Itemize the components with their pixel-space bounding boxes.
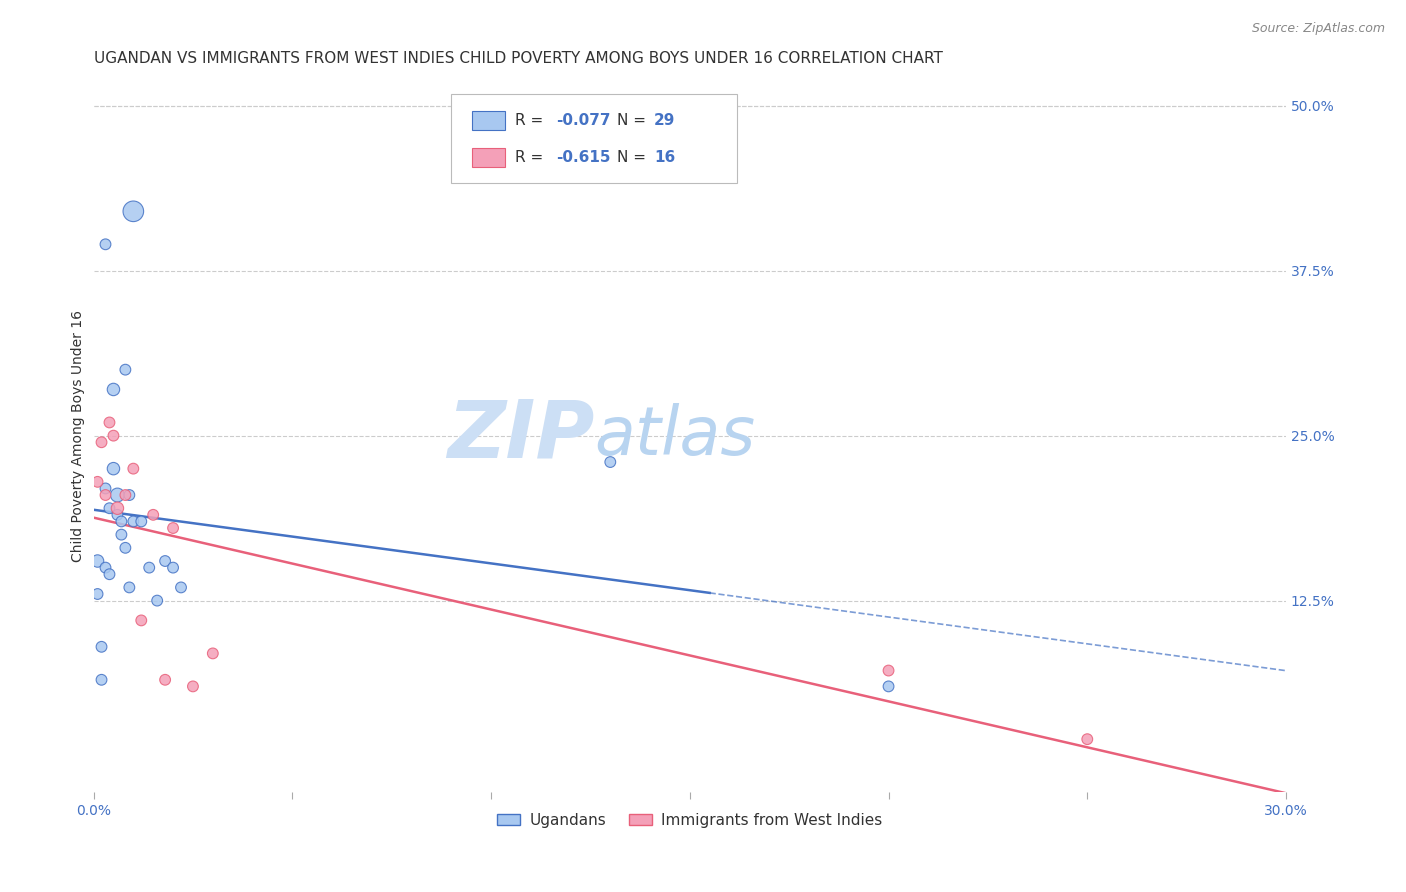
Text: -0.077: -0.077	[557, 113, 610, 128]
Point	[114, 541, 136, 555]
Point	[170, 581, 193, 595]
Point	[86, 475, 108, 489]
Point	[153, 673, 176, 687]
Point	[118, 581, 141, 595]
Point	[118, 488, 141, 502]
Point	[181, 679, 204, 693]
Point	[122, 204, 145, 219]
Point	[142, 508, 165, 522]
Point	[153, 554, 176, 568]
Legend: Ugandans, Immigrants from West Indies: Ugandans, Immigrants from West Indies	[491, 807, 889, 834]
Text: N =: N =	[617, 150, 651, 165]
Point	[94, 560, 117, 574]
Point	[94, 488, 117, 502]
Point	[90, 673, 112, 687]
Point	[122, 515, 145, 529]
Point	[94, 237, 117, 252]
Point	[138, 560, 160, 574]
Point	[162, 560, 184, 574]
Point	[122, 461, 145, 475]
Point	[98, 416, 121, 430]
Point	[86, 587, 108, 601]
Text: 16: 16	[654, 150, 675, 165]
Text: atlas: atlas	[595, 402, 755, 468]
Point	[110, 515, 132, 529]
Point	[114, 488, 136, 502]
Text: N =: N =	[617, 113, 651, 128]
Point	[94, 482, 117, 496]
FancyBboxPatch shape	[451, 94, 738, 183]
Point	[201, 647, 224, 661]
Text: -0.615: -0.615	[557, 150, 610, 165]
Point	[1076, 732, 1098, 747]
Text: 29: 29	[654, 113, 675, 128]
Text: R =: R =	[515, 113, 547, 128]
Point	[86, 554, 108, 568]
Y-axis label: Child Poverty Among Boys Under 16: Child Poverty Among Boys Under 16	[72, 310, 86, 562]
Point	[103, 461, 125, 475]
FancyBboxPatch shape	[471, 112, 505, 130]
Point	[599, 455, 621, 469]
Point	[114, 362, 136, 376]
Point	[877, 664, 900, 678]
Point	[877, 679, 900, 693]
Point	[162, 521, 184, 535]
Point	[129, 614, 152, 628]
Text: R =: R =	[515, 150, 547, 165]
Point	[90, 640, 112, 654]
Point	[107, 501, 129, 516]
Text: Source: ZipAtlas.com: Source: ZipAtlas.com	[1251, 22, 1385, 36]
Point	[98, 567, 121, 582]
Point	[146, 593, 169, 607]
Point	[107, 488, 129, 502]
FancyBboxPatch shape	[471, 148, 505, 167]
Point	[110, 527, 132, 541]
Text: ZIP: ZIP	[447, 397, 595, 475]
Point	[107, 508, 129, 522]
Point	[103, 428, 125, 442]
Point	[129, 515, 152, 529]
Point	[90, 435, 112, 450]
Point	[103, 383, 125, 397]
Point	[98, 501, 121, 516]
Text: UGANDAN VS IMMIGRANTS FROM WEST INDIES CHILD POVERTY AMONG BOYS UNDER 16 CORRELA: UGANDAN VS IMMIGRANTS FROM WEST INDIES C…	[94, 51, 942, 66]
